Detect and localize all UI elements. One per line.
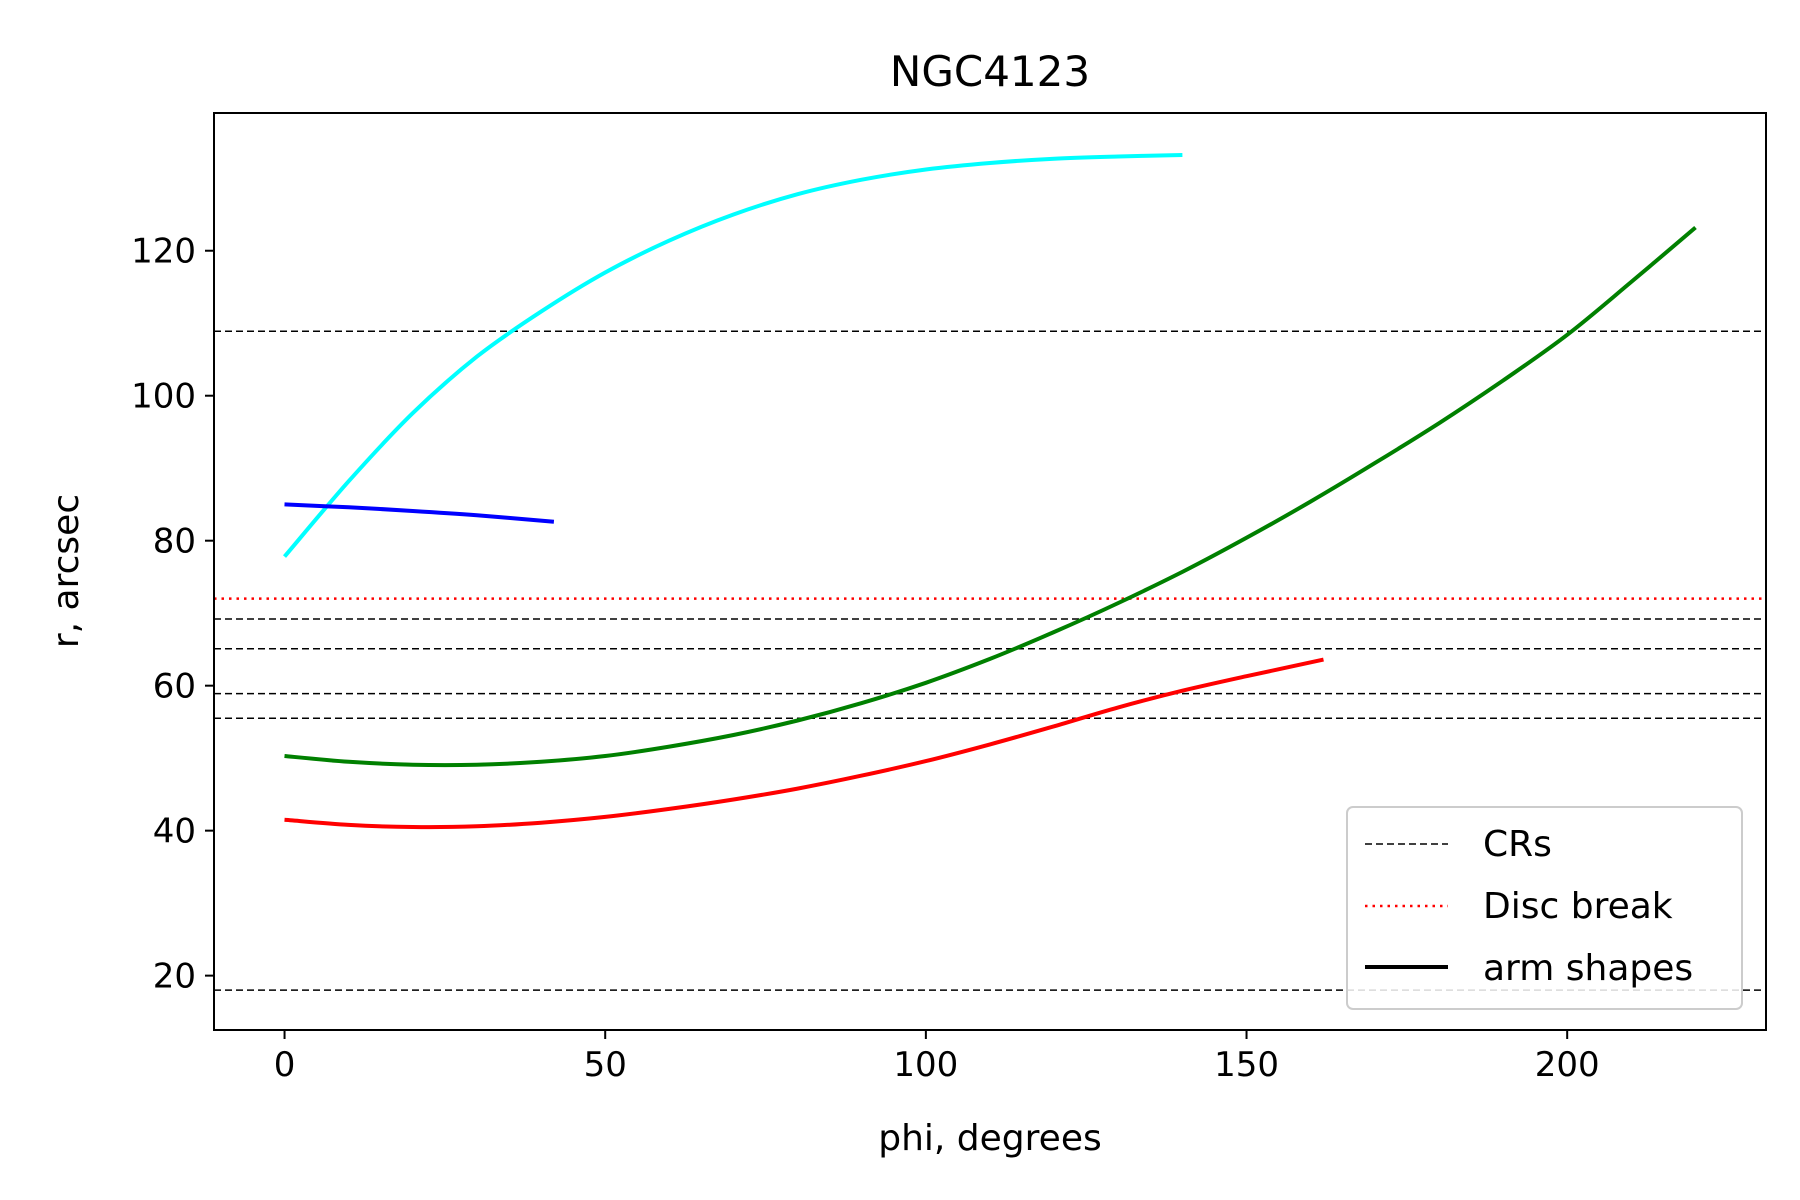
y-tick-label: 80: [153, 522, 196, 562]
legend-label-crs: CRs: [1483, 824, 1552, 865]
x-tick-label: 100: [893, 1045, 958, 1085]
x-tick-label: 0: [274, 1045, 296, 1085]
legend-label-arm-shapes: arm shapes: [1483, 948, 1693, 989]
y-tick-label: 40: [153, 812, 196, 852]
y-tick-label: 20: [153, 957, 196, 997]
chart-title: NGC4123: [890, 47, 1090, 96]
x-axis-ticks: 0 50 100 150 200: [274, 1030, 1600, 1085]
x-tick-label: 150: [1214, 1045, 1279, 1085]
y-axis-ticks: 20 40 60 80 100 120: [131, 232, 214, 997]
legend: CRs Disc break arm shapes: [1346, 806, 1743, 1010]
plot-frame: [213, 112, 1767, 1031]
arm-shape-series-2: [284, 502, 555, 524]
legend-label-disc-break: Disc break: [1483, 886, 1673, 927]
y-axis-label: r, arcsec: [46, 494, 87, 648]
arm-shape-lines: [282, 153, 1697, 830]
y-tick-label: 100: [131, 377, 196, 417]
y-tick-label: 120: [131, 232, 196, 272]
y-tick-label: 60: [153, 667, 196, 707]
arm-shape-series-1: [282, 153, 1183, 558]
x-tick-label: 50: [584, 1045, 627, 1085]
x-axis-label: phi, degrees: [878, 1118, 1101, 1159]
x-tick-label: 200: [1535, 1045, 1600, 1085]
legend-box: [1346, 806, 1743, 1010]
arm-shape-series-4: [284, 657, 1324, 830]
arm-shape-series-3: [284, 225, 1697, 768]
